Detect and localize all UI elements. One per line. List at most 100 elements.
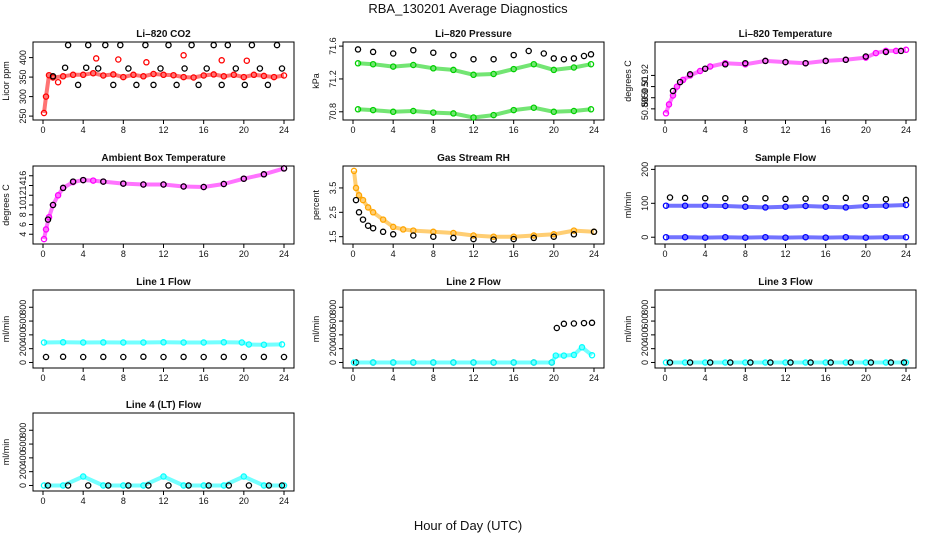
data-point (79, 353, 87, 361)
x-tick-label: 16 (821, 249, 831, 259)
plot-title: Sample Flow (755, 153, 816, 164)
x-tick-label: 0 (40, 125, 45, 135)
x-tick-label: 24 (901, 249, 911, 259)
data-point (696, 67, 704, 75)
x-tick-label: 20 (861, 373, 871, 383)
data-point (676, 78, 684, 86)
data-point (369, 224, 377, 232)
y-axis-label: ml/min (1, 439, 11, 466)
series-black (666, 359, 908, 366)
data-point (530, 359, 538, 366)
data-point (350, 359, 358, 366)
data-point (902, 201, 910, 209)
data-point (887, 359, 895, 366)
data-point (762, 204, 769, 211)
data-point (580, 319, 588, 327)
data-point (369, 359, 377, 366)
plot-title: Line 3 Flow (758, 277, 813, 288)
data-point (240, 353, 248, 361)
data-point (79, 176, 87, 184)
y-tick-label: 2.5 (328, 206, 338, 219)
data-point (540, 50, 548, 57)
data-point (902, 196, 910, 204)
data-point (110, 71, 117, 78)
data-point (185, 482, 192, 489)
y-tick-label: 0 (18, 360, 28, 365)
data-point (130, 71, 137, 79)
data-point (587, 106, 595, 113)
x-tick-label: 4 (703, 373, 708, 383)
data-point (802, 233, 809, 241)
data-point (662, 359, 670, 366)
data-point (587, 51, 595, 58)
x-tick-label: 8 (743, 373, 748, 383)
y-axis-label: ml/min (623, 192, 633, 219)
data-point (100, 339, 107, 346)
data-point (862, 234, 870, 241)
data-point (260, 72, 268, 80)
data-point (742, 203, 749, 210)
data-point (389, 63, 397, 70)
series-band (666, 203, 907, 210)
data-point (470, 114, 477, 121)
y-tick-label: 600 (640, 314, 650, 329)
y-tick-label: 400 (18, 50, 28, 65)
data-point (666, 359, 674, 366)
y-tick-label: 600 (18, 314, 28, 329)
plot-title: Line 1 Flow (136, 277, 191, 288)
figure-xlabel: Hour of Day (UTC) (413, 518, 523, 533)
data-point (79, 339, 87, 346)
data-point (245, 482, 253, 489)
data-point (140, 339, 147, 346)
data-point (430, 359, 437, 366)
x-tick-label: 20 (239, 125, 249, 135)
data-point (170, 71, 177, 79)
data-point (706, 63, 714, 70)
data-point (842, 56, 850, 64)
data-point (570, 351, 578, 359)
data-point (278, 65, 286, 72)
y-axis-label: Licor ppm (1, 61, 11, 101)
data-point (550, 231, 558, 238)
data-point (900, 359, 908, 366)
data-point (862, 202, 870, 210)
data-point (450, 66, 457, 74)
data-point (450, 51, 457, 59)
x-tick-label: 16 (821, 373, 831, 383)
x-tick-label: 4 (391, 373, 396, 383)
data-point (450, 234, 457, 242)
data-point (842, 204, 850, 211)
data-point (727, 359, 734, 366)
y-tick-label: 400 (18, 327, 28, 342)
series-black (354, 46, 595, 63)
data-point (354, 60, 362, 67)
data-point (92, 55, 100, 62)
data-point (355, 209, 363, 216)
data-point (762, 57, 769, 65)
data-point (822, 57, 829, 65)
data-point (115, 56, 122, 63)
x-tick-label: 16 (199, 249, 209, 259)
y-tick-label: 600 (18, 437, 28, 452)
y-tick-label: 14 (18, 180, 28, 190)
data-point (550, 233, 558, 240)
series-black (44, 165, 288, 223)
data-point (897, 47, 905, 55)
data-point (59, 353, 67, 361)
data-point (847, 359, 855, 366)
data-point (587, 60, 595, 68)
data-point (762, 194, 769, 202)
data-point (280, 353, 288, 361)
data-point (160, 473, 167, 480)
data-point (218, 57, 225, 64)
data-point (230, 71, 238, 79)
data-point (550, 66, 558, 74)
data-point (560, 320, 568, 328)
data-point (140, 181, 147, 188)
data-point (822, 234, 829, 241)
data-point (157, 65, 164, 72)
data-point (510, 51, 517, 59)
data-point (42, 353, 50, 361)
data-point (410, 359, 417, 366)
data-point (54, 192, 62, 199)
